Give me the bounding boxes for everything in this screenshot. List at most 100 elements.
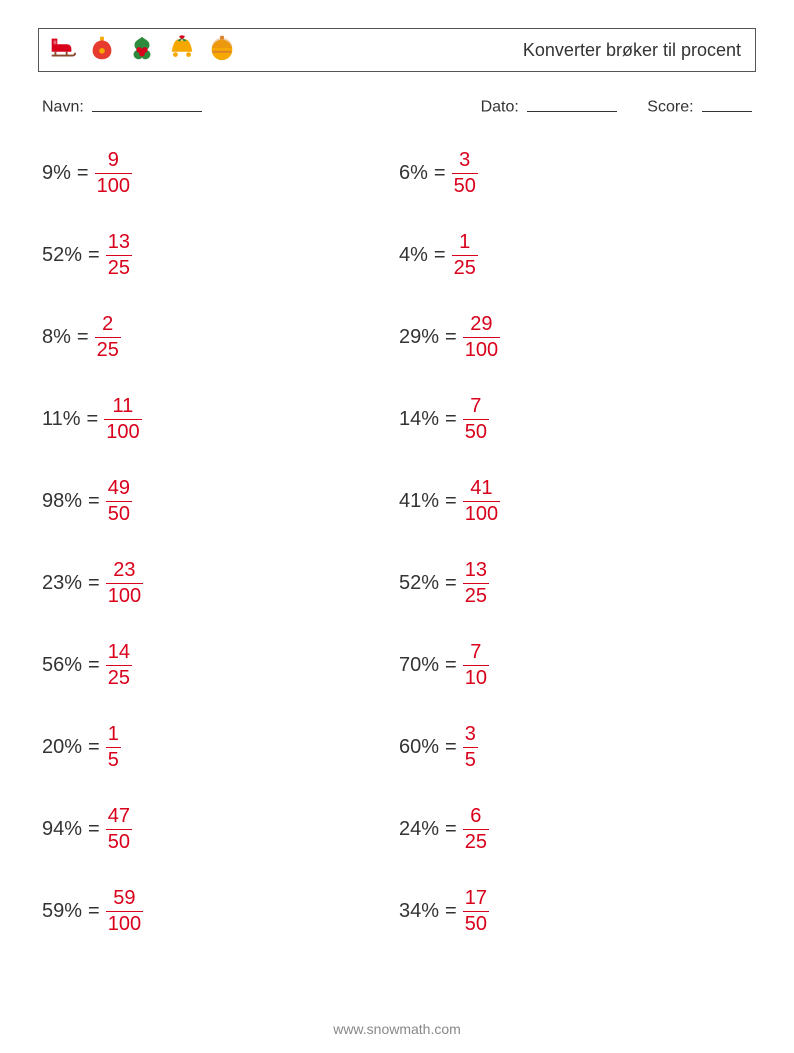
numerator: 2 bbox=[100, 313, 115, 336]
percent-value: 56% bbox=[42, 654, 82, 677]
percent-value: 6% bbox=[399, 162, 428, 185]
denominator: 25 bbox=[452, 257, 478, 280]
equals-sign: = bbox=[434, 162, 446, 185]
problem-left-6: 56%=1425 bbox=[42, 639, 399, 693]
problem-left-5: 23%=23100 bbox=[42, 557, 399, 611]
fraction: 225 bbox=[95, 313, 121, 362]
fraction: 9100 bbox=[95, 149, 132, 198]
denominator: 50 bbox=[452, 175, 478, 198]
equals-sign: = bbox=[445, 900, 457, 923]
fraction: 710 bbox=[463, 641, 489, 690]
percent-value: 98% bbox=[42, 490, 82, 513]
equals-sign: = bbox=[88, 818, 100, 841]
numerator: 9 bbox=[106, 149, 121, 172]
fraction-bar bbox=[463, 501, 500, 502]
fraction: 1425 bbox=[106, 641, 132, 690]
name-blank[interactable] bbox=[92, 94, 202, 112]
problem-left-3: 11%=11100 bbox=[42, 393, 399, 447]
percent-value: 20% bbox=[42, 736, 82, 759]
name-label: Navn: bbox=[42, 94, 202, 117]
fraction-bar bbox=[463, 747, 478, 748]
fraction: 4750 bbox=[106, 805, 132, 854]
header-box: Konverter brøker til procent bbox=[38, 28, 756, 72]
equals-sign: = bbox=[88, 244, 100, 267]
fraction: 1325 bbox=[463, 559, 489, 608]
numerator: 7 bbox=[468, 641, 483, 664]
numerator: 1 bbox=[106, 723, 121, 746]
problem-left-2: 8% = 225 bbox=[42, 311, 399, 365]
numerator: 13 bbox=[463, 559, 489, 582]
denominator: 100 bbox=[463, 339, 500, 362]
fraction: 4950 bbox=[106, 477, 132, 526]
denominator: 5 bbox=[106, 749, 121, 772]
fraction: 41100 bbox=[463, 477, 500, 526]
fraction-bar bbox=[463, 911, 489, 912]
numerator: 1 bbox=[457, 231, 472, 254]
problem-right-6: 70% = 710 bbox=[399, 639, 756, 693]
equals-sign: = bbox=[77, 162, 89, 185]
percent-value: 23% bbox=[42, 572, 82, 595]
problem-left-7: 20% = 1 5 bbox=[42, 721, 399, 775]
fraction: 750 bbox=[463, 395, 489, 444]
fraction-bar bbox=[452, 255, 478, 256]
fraction-bar bbox=[106, 665, 132, 666]
fraction: 1750 bbox=[463, 887, 489, 936]
fraction: 1325 bbox=[106, 231, 132, 280]
equals-sign: = bbox=[88, 490, 100, 513]
fraction-bar bbox=[106, 255, 132, 256]
denominator: 5 bbox=[463, 749, 478, 772]
denominator: 50 bbox=[463, 913, 489, 936]
header-icons bbox=[47, 33, 237, 68]
numerator: 3 bbox=[457, 149, 472, 172]
date-blank[interactable] bbox=[527, 94, 617, 112]
problem-left-8: 94% = 4750 bbox=[42, 803, 399, 857]
holly-icon bbox=[127, 33, 157, 68]
bauble-icon bbox=[207, 33, 237, 68]
fraction-bar bbox=[106, 747, 121, 748]
numerator: 29 bbox=[468, 313, 494, 336]
numerator: 13 bbox=[106, 231, 132, 254]
problem-right-0: 6% = 3 50 bbox=[399, 147, 756, 201]
numerator: 11 bbox=[111, 395, 136, 418]
problem-right-7: 60%=35 bbox=[399, 721, 756, 775]
fraction-bar bbox=[95, 173, 132, 174]
fraction-bar bbox=[463, 583, 489, 584]
equals-sign: = bbox=[434, 244, 446, 267]
numerator: 41 bbox=[468, 477, 494, 500]
equals-sign: = bbox=[88, 736, 100, 759]
problem-left-9: 59%=59100 bbox=[42, 885, 399, 939]
score-blank[interactable] bbox=[702, 94, 752, 112]
equals-sign: = bbox=[88, 572, 100, 595]
ice-skate-icon bbox=[47, 33, 77, 68]
info-row: Navn: Dato: Score: bbox=[38, 94, 756, 117]
numerator: 49 bbox=[106, 477, 132, 500]
worksheet-title: Konverter brøker til procent bbox=[523, 40, 741, 61]
percent-value: 8% bbox=[42, 326, 71, 349]
problem-left-1: 52% = 1325 bbox=[42, 229, 399, 283]
fraction-bar bbox=[106, 583, 143, 584]
equals-sign: = bbox=[445, 654, 457, 677]
problem-right-1: 4% = 1 25 bbox=[399, 229, 756, 283]
problem-right-5: 52%=1325 bbox=[399, 557, 756, 611]
fraction-bar bbox=[452, 173, 478, 174]
numerator: 23 bbox=[111, 559, 137, 582]
equals-sign: = bbox=[77, 326, 89, 349]
fraction-bar bbox=[106, 911, 143, 912]
problem-left-0: 9%=9100 bbox=[42, 147, 399, 201]
equals-sign: = bbox=[88, 900, 100, 923]
numerator: 14 bbox=[106, 641, 132, 664]
equals-sign: = bbox=[445, 326, 457, 349]
fraction-bar bbox=[106, 501, 132, 502]
problem-right-9: 34%=1750 bbox=[399, 885, 756, 939]
percent-value: 52% bbox=[42, 244, 82, 267]
equals-sign: = bbox=[445, 572, 457, 595]
numerator: 17 bbox=[463, 887, 489, 910]
percent-value: 41% bbox=[399, 490, 439, 513]
percent-value: 4% bbox=[399, 244, 428, 267]
denominator: 50 bbox=[106, 831, 132, 854]
numerator: 7 bbox=[468, 395, 483, 418]
fraction: 625 bbox=[463, 805, 489, 854]
footer-text: www.snowmath.com bbox=[0, 1021, 794, 1037]
percent-value: 70% bbox=[399, 654, 439, 677]
percent-value: 94% bbox=[42, 818, 82, 841]
